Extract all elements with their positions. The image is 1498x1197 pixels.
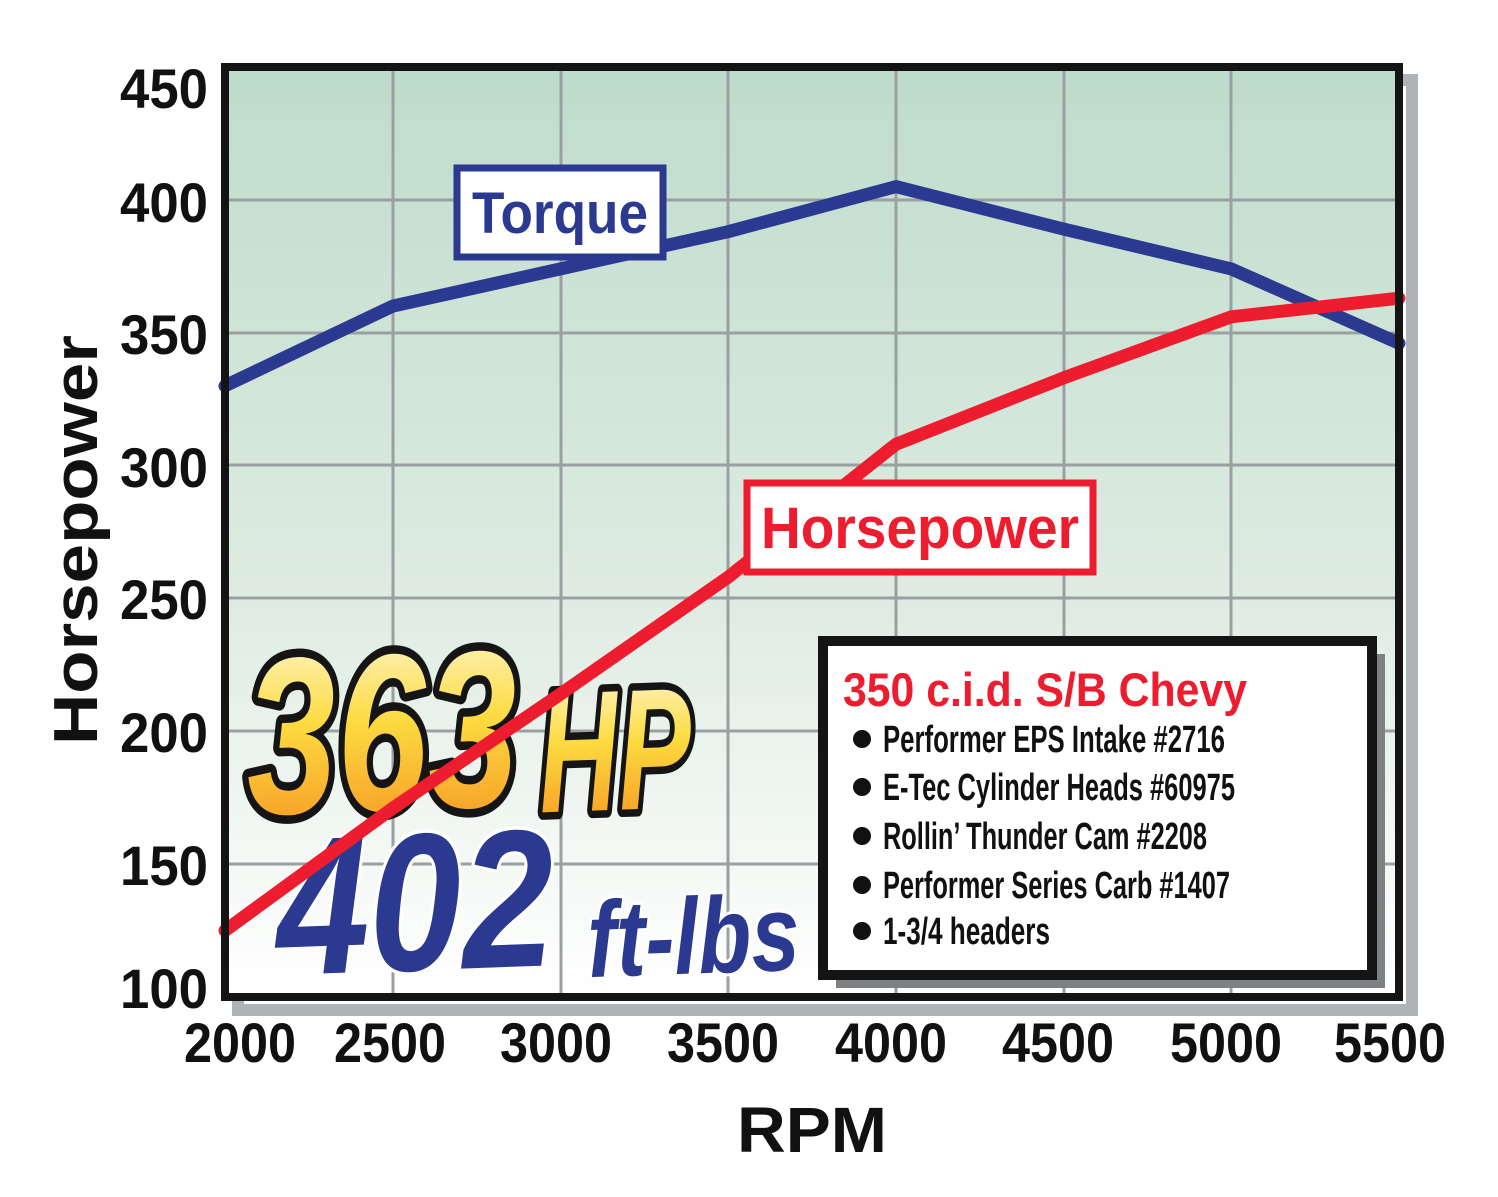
x-axis-title: RPM	[737, 1094, 887, 1166]
legend-item: E-Tec Cylinder Heads #60975	[853, 767, 1235, 809]
x-tick-label: 2500	[334, 1011, 446, 1074]
bullet-icon	[853, 778, 871, 796]
legend-item: Performer EPS Intake #2716	[853, 719, 1225, 761]
torque-curve	[218, 180, 1406, 393]
peak-hp-unit: HP	[535, 652, 695, 849]
y-tick-label: 250	[120, 568, 208, 631]
legend-item-text: E-Tec Cylinder Heads #60975	[883, 767, 1235, 809]
legend-frame	[818, 636, 1377, 980]
peak-torque-value: 402	[269, 788, 558, 1017]
torque-curve-label: Torque	[453, 164, 667, 261]
x-tick-label: 5500	[1334, 1011, 1446, 1074]
spec-legend-box: 350 c.i.d. S/B Chevy Performer EPS Intak…	[818, 636, 1385, 988]
plot-border	[221, 63, 1403, 1001]
bullet-icon	[853, 827, 871, 845]
bullet-icon	[853, 922, 871, 940]
legend-item: Performer Series Carb #1407	[853, 865, 1230, 907]
y-tick-label: 200	[120, 701, 208, 764]
y-tick-label: 350	[120, 303, 208, 366]
y-axis-title: Horsepower	[42, 335, 111, 745]
legend-item: Rollin’ Thunder Cam #2208	[853, 816, 1207, 858]
x-tick-label: 3500	[667, 1011, 779, 1074]
legend-item-text: 1-3/4 headers	[883, 911, 1050, 953]
x-tick-label: 4000	[835, 1011, 947, 1074]
y-tick-label: 150	[120, 834, 208, 897]
legend-title: 350 c.i.d. S/B Chevy	[843, 663, 1247, 716]
legend-item-text: Performer EPS Intake #2716	[883, 719, 1225, 761]
legend-item-text: Rollin’ Thunder Cam #2208	[883, 816, 1207, 858]
bullet-icon	[853, 876, 871, 894]
y-tick-label: 400	[120, 171, 208, 234]
x-axis-ticks: 2000 2500 3000 3500 4000 4500 5000 5500	[184, 1011, 1446, 1074]
y-axis-ticks: 450 400 350 300 250 200 150 100	[120, 57, 208, 1020]
legend-item: 1-3/4 headers	[853, 911, 1050, 953]
y-tick-label: 100	[120, 957, 208, 1020]
peak-torque-unit: ft-lbs	[585, 872, 801, 1000]
horsepower-label-text: Horsepower	[761, 496, 1079, 561]
y-tick-label: 300	[120, 436, 208, 499]
legend-item-text: Performer Series Carb #1407	[883, 865, 1230, 907]
x-tick-label: 4500	[1002, 1011, 1114, 1074]
x-tick-label: 2000	[184, 1011, 296, 1074]
y-tick-label: 450	[120, 57, 208, 120]
torque-label-text: Torque	[472, 181, 648, 246]
bullet-icon	[853, 730, 871, 748]
peak-torque-callout: 402 ft-lbs	[265, 785, 804, 1021]
x-tick-label: 3000	[500, 1011, 612, 1074]
x-tick-label: 5000	[1170, 1011, 1282, 1074]
horsepower-curve-label: Horsepower	[743, 479, 1097, 576]
